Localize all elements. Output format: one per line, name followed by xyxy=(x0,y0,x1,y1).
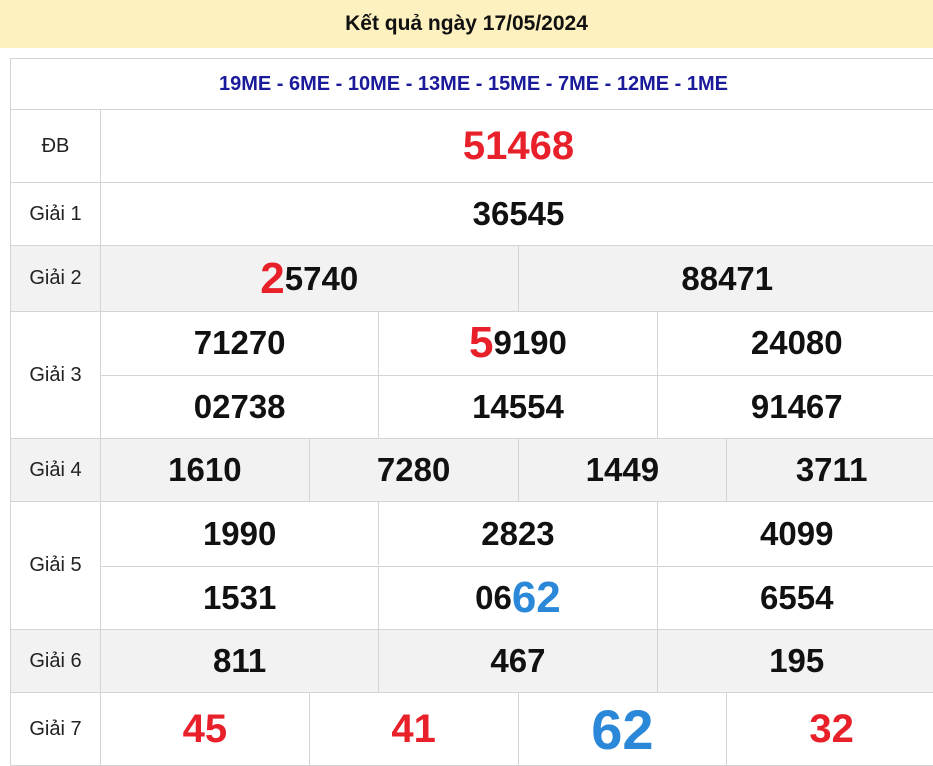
number-digits: 3711 xyxy=(796,451,868,489)
number-digits: 41 xyxy=(391,707,436,752)
prize-label: Giải 3 xyxy=(11,312,101,438)
prize-number: 62 xyxy=(519,693,728,765)
number-digits: 467 xyxy=(490,642,545,680)
number-digits: 02738 xyxy=(194,388,286,426)
prize-number: 467 xyxy=(379,630,657,692)
prize-label: Giải 6 xyxy=(11,630,101,692)
prize-number: 14554 xyxy=(379,375,657,438)
number-digits: 9190 xyxy=(493,324,566,362)
number-digits: 88471 xyxy=(681,260,773,298)
number-digits: 14554 xyxy=(472,388,564,426)
prize-number: 88471 xyxy=(519,246,933,311)
number-digits: 6554 xyxy=(760,579,833,617)
prize-number: 195 xyxy=(658,630,933,692)
prize-number: 71270 xyxy=(101,312,379,375)
prize-number: 51468 xyxy=(101,110,933,182)
prize-number: 32 xyxy=(727,693,933,765)
number-digits: 195 xyxy=(769,642,824,680)
prize-number: 6554 xyxy=(658,566,933,629)
ticket-codes: 19ME - 6ME - 10ME - 13ME - 15ME - 7ME - … xyxy=(11,59,933,110)
prize-number: 1610 xyxy=(101,439,310,501)
prize-number: 24080 xyxy=(658,312,933,375)
results-title: Kết quả ngày 17/05/2024 xyxy=(345,12,588,36)
prize-label: Giải 7 xyxy=(11,693,101,765)
prize-number: 1990 xyxy=(101,502,379,565)
prize-row: ĐB 51468 xyxy=(11,110,933,183)
prize-label: Giải 5 xyxy=(11,502,101,629)
prize-row: Giải 4 1610 7280 1449 3711 xyxy=(11,439,933,502)
results-header: Kết quả ngày 17/05/2024 xyxy=(0,0,933,48)
number-digits: 5740 xyxy=(285,260,358,298)
prize-number: 1449 xyxy=(519,439,728,501)
prize-number: 4099 xyxy=(658,502,933,565)
prize-row: Giải 7 45 41 62 32 xyxy=(11,693,933,766)
prize-number: 45 xyxy=(101,693,310,765)
number-digits: 36545 xyxy=(473,195,565,233)
number-digits: 4099 xyxy=(760,515,833,553)
highlight-digits: 62 xyxy=(512,573,561,623)
number-digits: 1610 xyxy=(168,451,241,489)
prize-number: 36545 xyxy=(101,183,933,245)
number-digits: 62 xyxy=(591,697,653,762)
prize-label: Giải 2 xyxy=(11,246,101,311)
prize-number: 02738 xyxy=(101,375,379,438)
prize-number: 2823 xyxy=(379,502,657,565)
prize-row: Giải 6 811 467 195 xyxy=(11,630,933,693)
prize-number: 91467 xyxy=(658,375,933,438)
number-digits: 1449 xyxy=(586,451,659,489)
prize-label: ĐB xyxy=(11,110,101,182)
prize-row: Giải 1 36545 xyxy=(11,183,933,246)
results-table: 19ME - 6ME - 10ME - 13ME - 15ME - 7ME - … xyxy=(10,58,933,766)
prize-number: 3711 xyxy=(727,439,933,501)
number-digits: 91467 xyxy=(751,388,843,426)
prize-number: 7280 xyxy=(310,439,519,501)
highlight-digits: 2 xyxy=(260,254,284,304)
number-digits: 45 xyxy=(183,707,228,752)
prize-number: 41 xyxy=(310,693,519,765)
number-digits: 2823 xyxy=(481,515,554,553)
prize-label: Giải 1 xyxy=(11,183,101,245)
highlight-digits: 5 xyxy=(469,318,493,368)
prize-label: Giải 4 xyxy=(11,439,101,501)
number-digits: 06 xyxy=(475,579,512,617)
number-digits: 811 xyxy=(213,642,266,680)
number-digits: 1990 xyxy=(203,515,276,553)
prize-number: 811 xyxy=(101,630,379,692)
number-digits: 7280 xyxy=(377,451,450,489)
number-digits: 71270 xyxy=(194,324,286,362)
number-digits: 32 xyxy=(809,707,854,752)
prize-number: 1531 xyxy=(101,566,379,629)
number-digits: 24080 xyxy=(751,324,843,362)
number-digits: 51468 xyxy=(463,124,574,169)
number-digits: 1531 xyxy=(203,579,276,617)
